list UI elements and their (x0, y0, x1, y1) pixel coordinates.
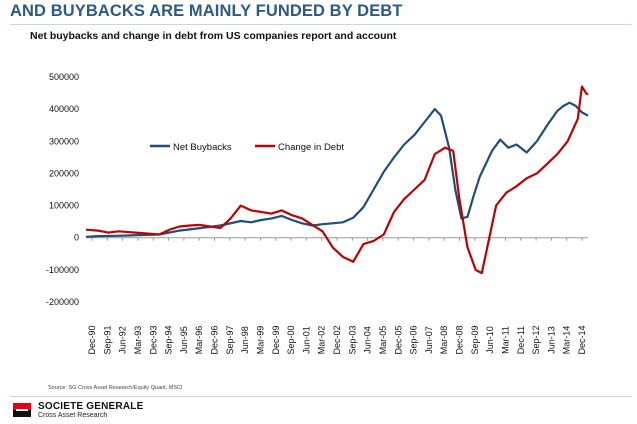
x-tick-label: Mar-05 (378, 326, 388, 355)
x-tick-label: Mar-11 (500, 326, 510, 354)
x-tick-label: Dec-02 (332, 325, 342, 354)
source-note: Source: SG Cross Asset Research/Equity Q… (48, 385, 183, 391)
y-tick-label: 200000 (49, 168, 79, 178)
x-tick-label: Jun-01 (301, 326, 311, 354)
x-tick-label: Jun-10 (485, 326, 495, 354)
x-tick-label: Jun-98 (240, 326, 250, 354)
x-tick-label: Dec-11 (516, 326, 526, 354)
x-tick-label: Dec-90 (87, 325, 97, 354)
x-tick-label: Mar-08 (439, 326, 449, 355)
chart-legend: Net Buybacks Change in Debt (150, 142, 344, 153)
x-tick-label: Sep-91 (102, 325, 112, 354)
x-tick-label: Sep-09 (470, 325, 480, 354)
legend-label-change-in-debt: Change in Debt (278, 142, 344, 153)
x-tick-label: Jun-13 (546, 326, 556, 354)
x-tick-label: Sep-12 (531, 325, 541, 354)
x-tick-label: Sep-03 (347, 325, 357, 354)
series-line-change-in-debt (86, 85, 589, 275)
societe-generale-logo-icon (13, 403, 31, 417)
x-tick-label: Mar-14 (562, 326, 572, 355)
x-tick-label: Sep-97 (225, 325, 235, 354)
x-tick-label: Mar-93 (133, 326, 143, 355)
x-tick-label: Dec-96 (210, 325, 220, 354)
x-tick-label: Sep-94 (164, 325, 174, 354)
x-tick-label: Dec-08 (455, 325, 465, 354)
y-tick-label: 100000 (49, 201, 79, 211)
x-tick-label: Jun-92 (118, 326, 128, 354)
y-tick-label: -200000 (46, 297, 79, 307)
y-tick-label: 400000 (49, 104, 79, 114)
y-tick-label: 300000 (49, 136, 79, 146)
x-tick-label: Mar-02 (317, 326, 327, 355)
series-line-net-buybacks (86, 101, 589, 238)
brand-name: SOCIETE GENERALE (38, 401, 144, 412)
headline: AND BUYBACKS ARE MAINLY FUNDED BY DEBT (10, 2, 403, 20)
x-tick-label: Dec-14 (577, 325, 587, 354)
x-axis: Dec-90 Sep-91 Jun-92 Mar-93 Dec-93 Sep-94 Jun-… (87, 237, 587, 355)
x-tick-label: Dec-05 (393, 325, 403, 354)
x-tick-label: Jun-95 (179, 326, 189, 354)
x-tick-label: Sep-06 (409, 325, 419, 354)
x-tick-label: Mar-96 (194, 326, 204, 355)
y-tick-label: 0 (74, 233, 79, 243)
header-rule (10, 24, 632, 25)
y-axis: 500000 400000 300000 200000 100000 0 -100000 -2… (46, 72, 79, 307)
x-tick-label: Mar-99 (255, 326, 265, 355)
x-tick-label: Dec-93 (148, 325, 158, 354)
x-tick-label: Jun-07 (424, 326, 434, 354)
x-tick-label: Jun-04 (363, 326, 373, 354)
brand-subtitle: Cross Asset Research (38, 412, 108, 419)
chart-title: Net buybacks and change in debt from US … (30, 30, 397, 42)
x-tick-label: Dec-99 (271, 325, 281, 354)
footer-rule (10, 396, 632, 397)
y-tick-label: -100000 (46, 265, 79, 275)
x-tick-label: Sep-00 (286, 325, 296, 354)
y-tick-label: 500000 (49, 72, 79, 82)
series-layer (86, 85, 589, 275)
legend-label-net-buybacks: Net Buybacks (173, 142, 232, 153)
